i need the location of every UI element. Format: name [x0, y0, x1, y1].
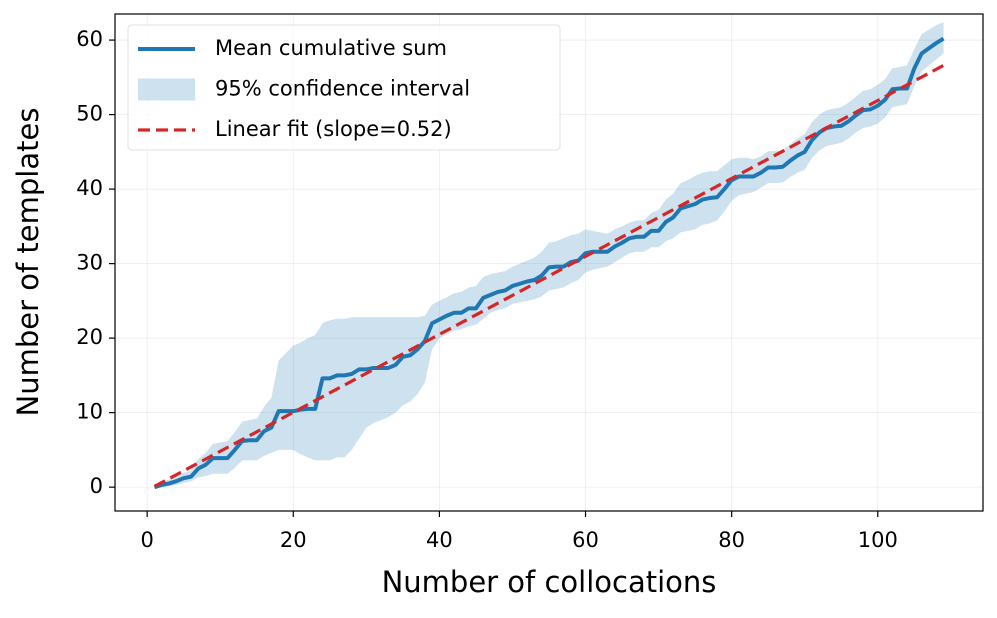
y-tick-label: 40	[76, 176, 103, 200]
y-tick-label: 20	[76, 325, 103, 349]
x-tick-label: 20	[280, 528, 307, 552]
y-tick-label: 50	[76, 102, 103, 126]
legend-swatch	[138, 78, 195, 101]
fit-line	[153, 63, 945, 488]
legend-label: Mean cumulative sum	[215, 36, 447, 60]
x-tick-label: 40	[426, 528, 453, 552]
legend-label: Linear fit (slope=0.52)	[215, 117, 452, 141]
x-tick-label: 80	[718, 528, 745, 552]
y-tick-label: 60	[76, 27, 103, 51]
legend-label: 95% confidence interval	[215, 77, 470, 101]
plot-frame	[114, 13, 984, 512]
x-axis-label: Number of collocations	[382, 565, 717, 599]
y-axis-label: Number of templates	[11, 108, 45, 417]
legend-box	[127, 24, 561, 151]
mean-line	[153, 36, 945, 490]
y-tick-label: 0	[90, 474, 103, 498]
y-tick-label: 10	[76, 400, 103, 424]
y-tick-label: 30	[76, 251, 103, 275]
x-tick-label: 60	[572, 528, 599, 552]
x-tick-label: 100	[858, 528, 898, 552]
x-tick-label: 0	[140, 528, 153, 552]
